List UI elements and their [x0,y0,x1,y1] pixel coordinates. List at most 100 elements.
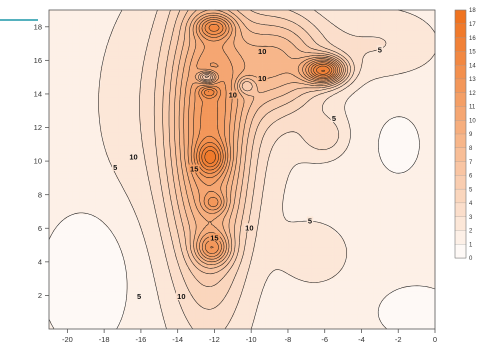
contour-label-text: 5 [332,114,336,123]
x-tick-label: -2 [395,335,402,344]
contour-line-7 [174,9,346,269]
contour-label-text: 5 [137,292,141,301]
y-tick-label: 4 [38,257,42,266]
x-tick: 0 [433,329,437,344]
colorbar-swatch [454,188,467,204]
colorbar-label: 18 [469,8,476,14]
contour-label-text: 10 [177,292,185,301]
colorbar-label: 9 [469,132,473,138]
contour-label-text: 5 [113,163,117,172]
colorbar-swatch [454,92,467,107]
colorbar-label: 8 [469,146,473,152]
y-axis: 2 4 6 8 10 12 14 16 18 [34,22,49,300]
y-tick: 12 [34,123,49,132]
y-tick: 6 [38,224,49,233]
colorbar-label: 6 [469,174,473,180]
colorbar-label: 15 [469,50,476,56]
contour-label-text: 15 [210,233,218,242]
y-tick-label: 12 [34,123,42,132]
contour-line-2 [98,9,436,330]
contour-line-3 [139,9,387,330]
x-tick-label: -12 [209,335,220,344]
colorbar-label: 3 [469,215,473,221]
contour-label: 10 [243,223,255,232]
contour-label-text: 5 [378,45,382,54]
x-tick: -6 [321,329,328,344]
x-tick: -8 [285,329,291,344]
contour-line-8 [178,9,344,265]
contour-line-1 [48,116,436,330]
contour-line-16 [204,69,325,164]
colorbar-swatch [454,64,467,80]
y-tick: 16 [34,56,49,65]
colorbar-level: 0 [469,256,473,262]
x-tick-label: -6 [321,335,328,344]
contour-label-text: 5 [308,217,312,226]
colorbar-label: 2 [469,229,473,235]
x-tick: -12 [209,329,220,344]
y-tick-label: 6 [38,224,42,233]
contour-label: 10 [128,152,139,162]
contour-label: 5 [330,114,338,123]
x-tick: -2 [395,329,402,344]
x-tick-label: -20 [62,335,73,344]
colorbar-border [454,9,467,259]
x-tick: -20 [62,329,73,344]
colorbar-swatch [454,161,467,176]
y-tick: 14 [34,90,49,99]
y-tick: 4 [38,257,49,266]
colorbar-level: 10 [454,118,476,135]
colorbar-swatch [454,147,467,163]
colorbar-label: 1 [469,242,473,248]
y-tick: 18 [34,22,49,31]
colorbar-label: 10 [469,118,476,124]
y-tick-label: 18 [34,22,42,31]
colorbar-swatch [454,23,467,39]
contour-line-10 [187,15,340,260]
x-tick-label: 0 [433,335,437,344]
x-tick-label: -18 [99,335,110,344]
colorbar-swatch [454,216,467,231]
colorbar-label: 4 [469,201,473,207]
y-tick-label: 16 [34,56,42,65]
contour-label: 15 [188,164,200,174]
colorbar-label: 7 [469,160,473,166]
colorbar-swatch [454,202,467,218]
x-tick-label: -4 [358,335,365,344]
contour-label: 5 [376,45,384,54]
x-tick: -14 [172,329,183,344]
y-tick-label: 10 [34,157,42,166]
colorbar-label: 5 [469,187,473,193]
x-tick: -10 [246,329,257,344]
colorbar-label: 17 [469,22,476,28]
contour-label: 10 [256,73,268,83]
y-tick: 8 [38,190,49,199]
contour-lines [48,9,436,330]
y-tick-label: 14 [34,90,42,99]
colorbar-swatch [454,120,467,135]
colorbar-label: 13 [469,77,476,83]
colorbar-swatch [454,244,467,259]
contour-label: 15 [209,233,220,242]
contour-line-14 [198,24,333,171]
contour-label-text: 10 [258,47,266,56]
filled-contours [49,10,436,330]
contour-line-15 [201,65,330,168]
y-tick: 2 [38,291,49,300]
contour-label-text: 15 [190,165,198,174]
colorbar-swatch [454,175,467,190]
contour-line-5 [162,9,351,287]
colorbar-swatch [454,9,467,25]
colorbar-swatch [454,106,467,121]
contour-line-9 [183,12,342,263]
contour-line-4 [153,9,355,310]
plot-border [48,9,436,330]
colorbar-swatch [454,230,467,245]
contour-label-text: 10 [258,74,266,83]
contour-label: 10 [175,292,187,301]
x-tick: -16 [135,329,146,344]
contour-labels: 10 10 10 5 5 10 15 5 10 5 15 5 10 [111,45,384,301]
x-tick: -18 [99,329,110,344]
